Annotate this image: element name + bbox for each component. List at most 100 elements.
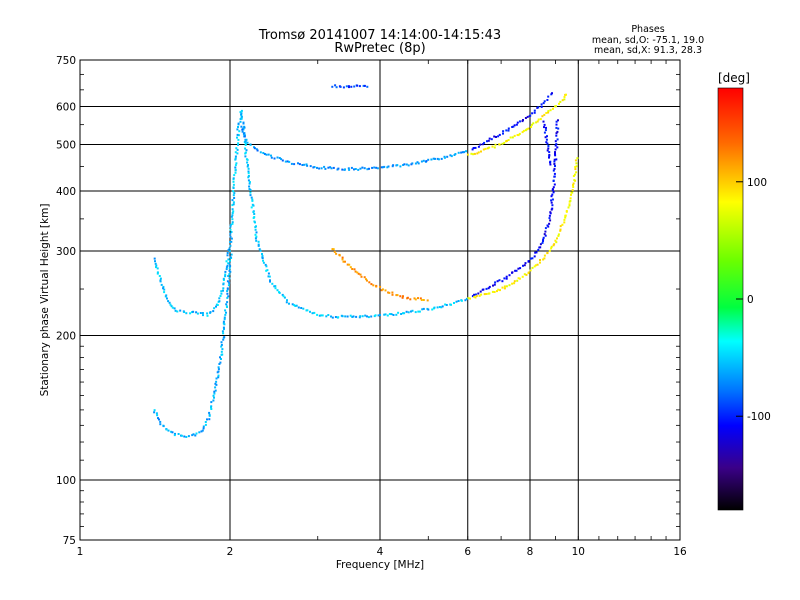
data-point — [421, 308, 424, 311]
data-point — [551, 92, 553, 95]
data-point — [555, 134, 558, 137]
data-point — [247, 176, 250, 179]
data-point — [291, 303, 294, 306]
data-point — [346, 263, 349, 266]
data-point — [405, 310, 408, 313]
data-point — [227, 275, 230, 277]
data-point — [337, 167, 340, 170]
data-point — [350, 85, 353, 88]
data-point — [246, 141, 249, 144]
data-point — [228, 281, 231, 284]
data-point — [552, 244, 555, 247]
data-point — [548, 217, 551, 220]
data-point — [473, 295, 476, 298]
data-point — [324, 167, 327, 170]
data-point — [222, 320, 225, 323]
data-point — [351, 316, 354, 318]
data-point — [224, 273, 227, 276]
data-point — [361, 315, 364, 318]
data-point — [284, 160, 287, 163]
data-point — [407, 311, 410, 314]
data-point — [556, 237, 558, 240]
data-point — [237, 143, 239, 146]
data-point — [413, 297, 416, 300]
data-point — [242, 127, 245, 130]
data-point — [232, 201, 235, 204]
data-point — [559, 229, 562, 232]
data-point — [316, 166, 318, 169]
data-point — [208, 414, 211, 417]
data-point — [226, 292, 229, 295]
data-point — [244, 147, 247, 150]
data-point — [204, 421, 207, 423]
data-points — [153, 84, 579, 438]
phase-legend: Phases mean, sd,O: -75.1, 19.0 mean, sd,… — [592, 24, 704, 56]
x-axis-label: Frequency [MHz] — [336, 559, 424, 571]
data-point — [567, 206, 570, 209]
data-point — [360, 275, 363, 278]
data-point — [215, 377, 218, 380]
data-point — [276, 156, 279, 159]
data-point — [550, 93, 553, 96]
data-point — [229, 223, 232, 226]
data-point — [563, 221, 566, 224]
data-point — [547, 110, 550, 113]
data-point — [244, 144, 247, 146]
data-point — [473, 293, 476, 296]
data-point — [313, 311, 316, 314]
data-point — [405, 163, 408, 166]
data-point — [232, 203, 235, 206]
data-point — [244, 155, 247, 158]
data-point — [358, 316, 361, 319]
data-point — [547, 111, 550, 114]
data-point — [159, 423, 162, 426]
data-point — [247, 175, 250, 177]
data-point — [554, 140, 557, 143]
data-point — [375, 166, 378, 169]
data-point — [370, 283, 373, 286]
data-point — [515, 269, 518, 272]
data-point — [230, 240, 233, 243]
data-point — [227, 249, 230, 251]
data-point — [384, 289, 387, 292]
data-point — [379, 285, 382, 288]
data-point — [254, 233, 257, 236]
data-point — [539, 259, 541, 261]
data-point — [399, 165, 402, 168]
data-point — [331, 85, 334, 88]
data-point — [216, 304, 219, 306]
data-point — [318, 314, 321, 317]
data-point — [191, 311, 193, 314]
data-point — [229, 235, 232, 238]
data-point — [222, 289, 224, 292]
data-point — [225, 311, 227, 314]
data-point — [551, 207, 554, 210]
trace-1 — [240, 125, 467, 171]
data-point — [397, 311, 400, 314]
data-point — [334, 84, 337, 87]
x-tick-label: 2 — [227, 546, 234, 558]
data-point — [330, 315, 332, 318]
data-point — [545, 126, 547, 129]
data-point — [572, 186, 575, 188]
data-point — [191, 434, 194, 437]
data-point — [422, 307, 425, 310]
data-point — [569, 199, 572, 202]
data-point — [532, 122, 535, 125]
data-point — [479, 143, 482, 146]
data-point — [374, 314, 377, 317]
data-point — [170, 430, 173, 433]
data-point — [476, 152, 479, 155]
data-point — [555, 132, 558, 135]
data-point — [513, 282, 516, 285]
data-point — [327, 314, 330, 316]
data-point — [195, 311, 198, 314]
data-point — [337, 316, 340, 319]
data-point — [402, 312, 404, 315]
data-point — [491, 145, 494, 148]
data-point — [457, 300, 460, 302]
data-point — [344, 260, 346, 263]
data-point — [544, 136, 547, 139]
data-point — [473, 152, 476, 155]
data-point — [417, 162, 420, 165]
